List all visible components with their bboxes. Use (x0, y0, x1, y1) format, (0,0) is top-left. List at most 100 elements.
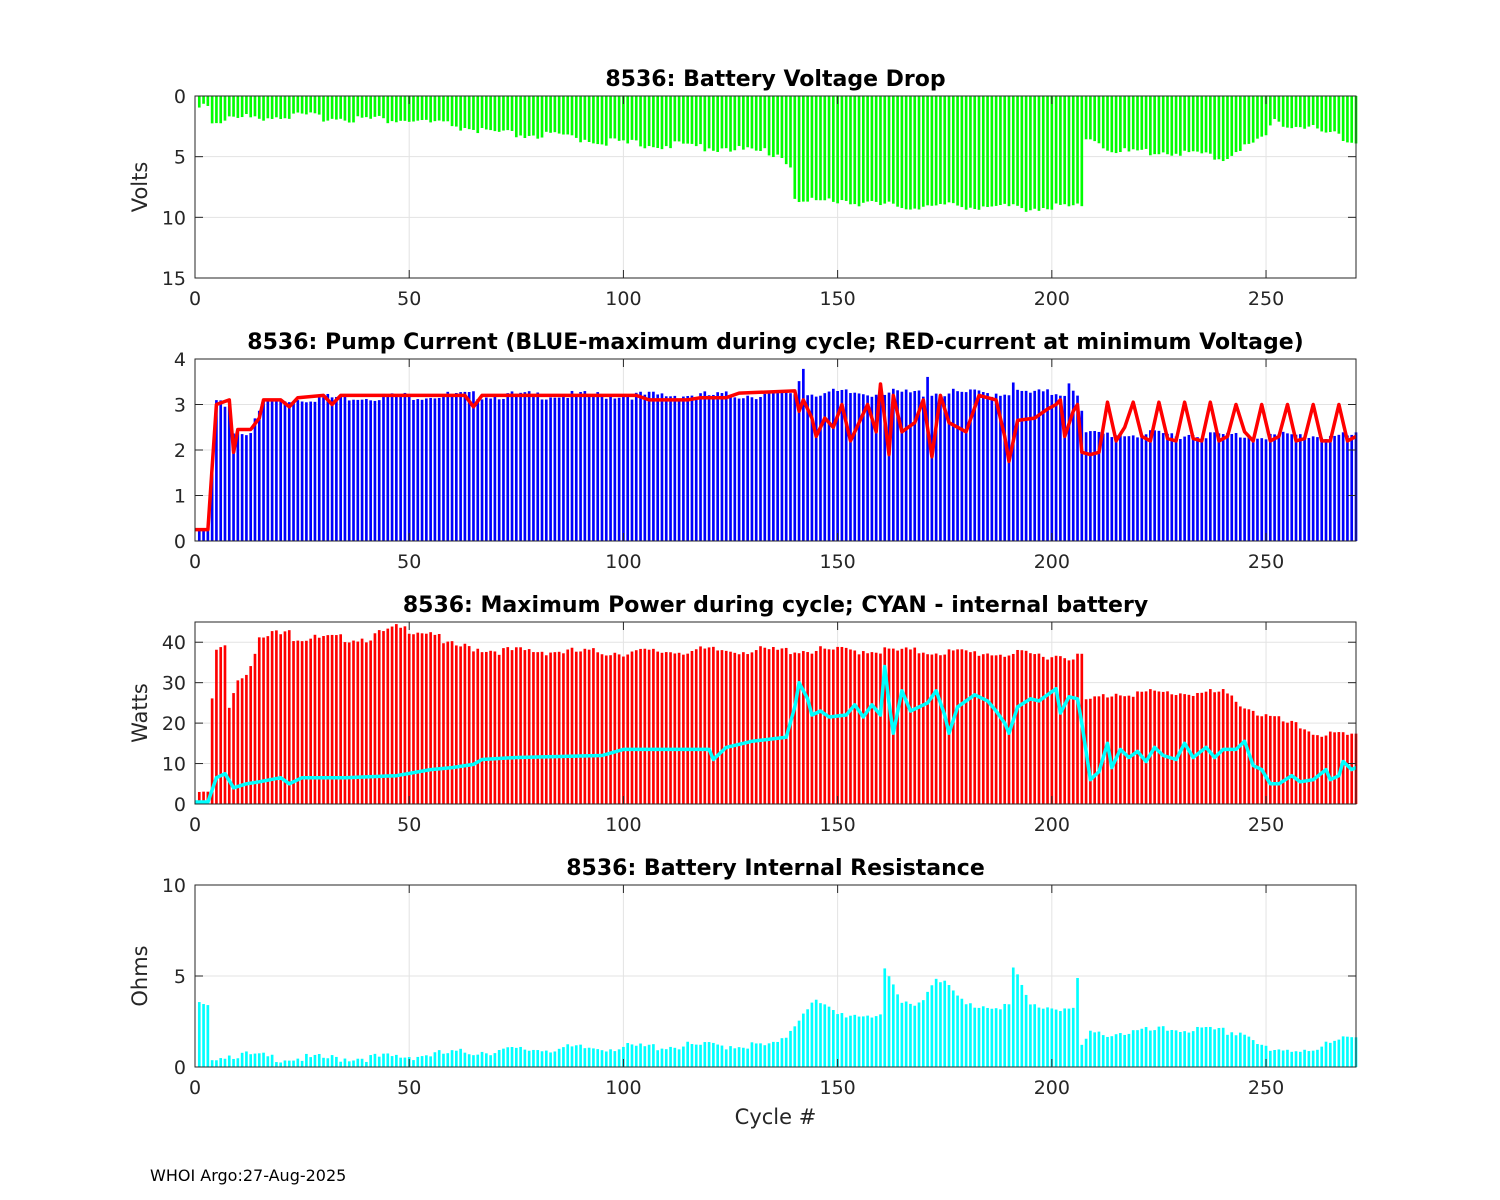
bar (1101, 96, 1105, 149)
bar (1054, 655, 1058, 804)
bar (776, 649, 779, 804)
bar (780, 96, 784, 159)
bar (746, 395, 749, 541)
bar (682, 654, 685, 804)
bar (484, 397, 488, 541)
bar (652, 648, 655, 804)
bar (1089, 698, 1092, 804)
bar (639, 391, 642, 541)
bar (1161, 691, 1165, 804)
bar (1153, 96, 1156, 155)
bar (480, 652, 484, 804)
bar (236, 1058, 240, 1067)
bar (1084, 432, 1088, 541)
bar (489, 1055, 492, 1067)
bar (772, 391, 775, 541)
bar (1054, 394, 1058, 541)
bar (947, 96, 951, 203)
bar (1196, 437, 1199, 541)
bar (720, 650, 724, 804)
bar (613, 398, 617, 541)
bar (442, 395, 445, 541)
x-tick-label: 200 (1034, 551, 1070, 573)
bar (1080, 410, 1084, 541)
bar (1200, 96, 1204, 154)
bar (1217, 433, 1221, 541)
bar (356, 641, 360, 804)
bar (840, 389, 844, 541)
bar (347, 400, 351, 541)
bar (682, 1046, 685, 1067)
bar (313, 634, 317, 804)
bar (1174, 1030, 1178, 1067)
bar (360, 96, 364, 118)
bar (660, 96, 664, 150)
bar (999, 395, 1002, 541)
bar (724, 650, 728, 804)
bar (973, 389, 977, 541)
bar (840, 96, 844, 201)
bar (587, 394, 591, 541)
y-axis-label: Volts (128, 162, 152, 213)
bar (900, 96, 904, 209)
y-tick-label: 5 (174, 966, 186, 988)
bar (1106, 432, 1109, 541)
bar (1136, 96, 1139, 151)
bar (694, 96, 698, 147)
bar (836, 646, 839, 804)
bar (866, 96, 869, 202)
bar (896, 650, 899, 804)
bar (1277, 96, 1281, 122)
bar (395, 1054, 398, 1067)
bar (857, 654, 861, 804)
bar (197, 96, 201, 108)
bar (1320, 96, 1324, 132)
bar (1350, 434, 1354, 541)
bar (1200, 1027, 1204, 1067)
bar (604, 398, 608, 541)
bar (356, 96, 360, 117)
bar (352, 640, 355, 804)
bar (429, 1056, 432, 1067)
bar (896, 390, 899, 541)
bar (1290, 434, 1294, 541)
bar (245, 674, 248, 804)
bar (1196, 692, 1199, 804)
bar (634, 650, 638, 804)
bar (570, 647, 574, 804)
bar (1123, 696, 1126, 804)
bar (262, 637, 265, 804)
bar (780, 391, 784, 541)
bar (1187, 434, 1191, 541)
bar (866, 653, 869, 804)
bar (356, 399, 360, 541)
bar (459, 392, 462, 541)
y-tick-label: 10 (162, 754, 186, 776)
bar (1333, 732, 1336, 804)
bar (1209, 1026, 1212, 1067)
bar (712, 646, 715, 804)
bar (960, 391, 964, 541)
bar (506, 96, 510, 131)
bar (956, 649, 959, 804)
bar (891, 984, 895, 1067)
bar (1020, 390, 1024, 541)
bar (969, 389, 972, 541)
bar (365, 96, 368, 118)
bar (1290, 96, 1294, 129)
bar (969, 652, 972, 804)
bar (977, 390, 981, 541)
bar (596, 1049, 600, 1067)
bar (780, 648, 784, 804)
bar (1170, 433, 1174, 541)
bar (617, 96, 621, 141)
bar (904, 389, 908, 541)
bar (699, 393, 702, 541)
y-axis-label: Ohms (128, 945, 152, 1006)
y-tick-label: 0 (174, 794, 186, 816)
bar (947, 985, 951, 1067)
bar (412, 96, 415, 122)
bar (352, 399, 355, 541)
bar (1324, 1041, 1328, 1067)
bar (1093, 430, 1096, 541)
